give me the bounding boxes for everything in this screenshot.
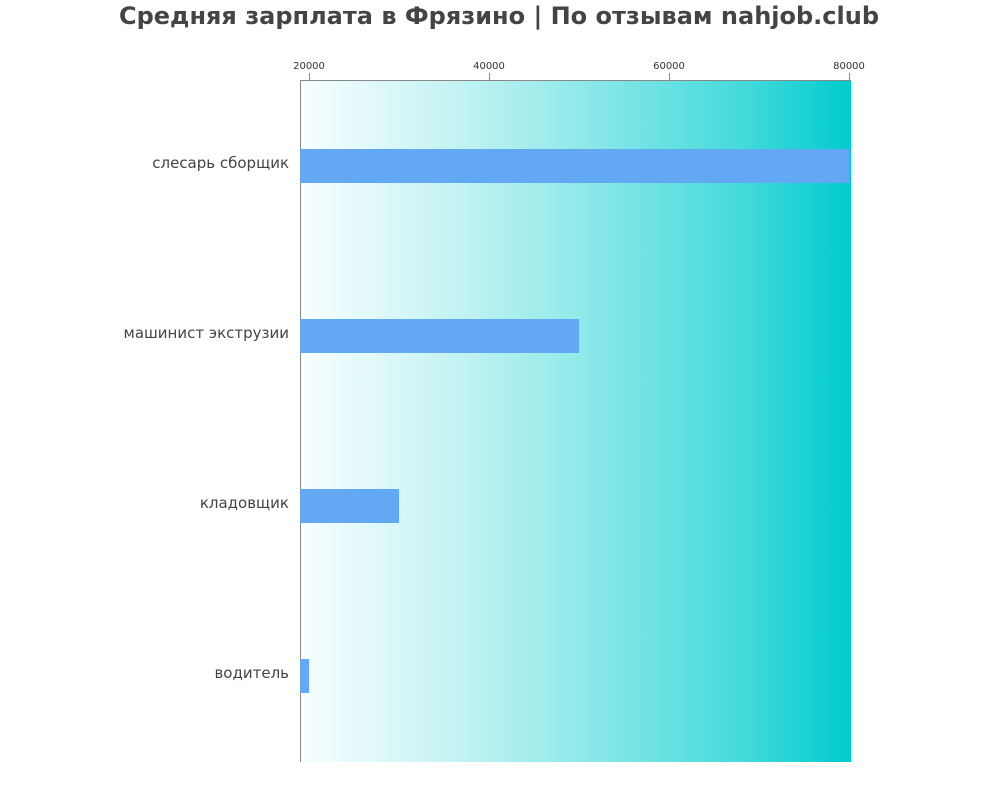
x-tick-label: 20000 <box>293 61 325 72</box>
x-tick-label: 80000 <box>833 61 865 72</box>
x-tick-mark <box>489 73 490 80</box>
bar-voditel <box>300 659 309 693</box>
bar-mashinist-ekstruzii <box>300 319 579 353</box>
x-tick-mark <box>849 73 850 80</box>
category-label: водитель <box>214 664 289 682</box>
bar-slesar-sborshchik <box>300 149 849 183</box>
x-tick-mark <box>669 73 670 80</box>
category-label: кладовщик <box>199 494 289 512</box>
category-label: слесарь сборщик <box>152 154 289 172</box>
category-label: машинист экструзии <box>123 324 289 342</box>
plot-area <box>300 80 851 762</box>
x-tick-label: 40000 <box>473 61 505 72</box>
x-tick-label: 60000 <box>653 61 685 72</box>
x-tick-mark <box>309 73 310 80</box>
chart-title: Средняя зарплата в Фрязино | По отзывам … <box>118 2 880 30</box>
bar-kladovshchik <box>300 489 399 523</box>
